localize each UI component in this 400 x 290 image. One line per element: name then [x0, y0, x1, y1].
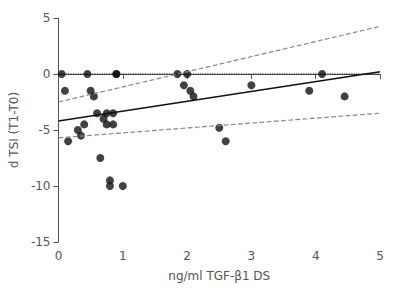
svg-text:5: 5	[43, 11, 51, 25]
svg-text:-15: -15	[31, 235, 51, 249]
svg-text:2: 2	[183, 249, 191, 263]
svg-text:1: 1	[119, 249, 127, 263]
svg-text:3: 3	[248, 249, 256, 263]
svg-text:0: 0	[55, 249, 63, 263]
svg-text:5: 5	[376, 249, 384, 263]
svg-text:d TSI (T1-T0): d TSI (T1-T0)	[7, 92, 21, 168]
svg-text:0: 0	[43, 67, 51, 81]
svg-text:-10: -10	[31, 179, 51, 193]
svg-text:4: 4	[312, 249, 320, 263]
svg-text:ng/ml TGF-β1 DS: ng/ml TGF-β1 DS	[168, 269, 270, 283]
svg-text:-5: -5	[39, 123, 51, 137]
